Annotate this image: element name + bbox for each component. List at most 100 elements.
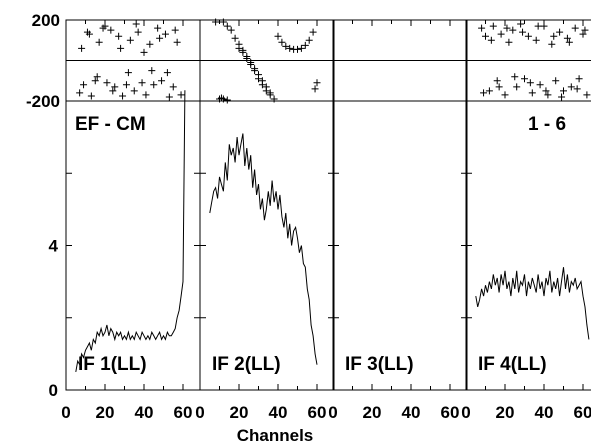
baseline-label: EF - CM bbox=[75, 114, 146, 135]
phase-point bbox=[511, 73, 519, 81]
phase-point bbox=[107, 26, 115, 34]
phase-point bbox=[548, 40, 556, 48]
phase-point bbox=[109, 87, 117, 95]
phase-point bbox=[91, 77, 99, 85]
phase-point bbox=[552, 77, 560, 85]
phase-point bbox=[223, 96, 231, 104]
phase-point bbox=[165, 93, 173, 101]
phase-point bbox=[130, 87, 138, 95]
amp-y-tick-label: 0 bbox=[49, 381, 58, 400]
phase-point bbox=[579, 30, 587, 38]
phase-point bbox=[177, 91, 185, 99]
phase-point bbox=[556, 28, 564, 36]
phase-point bbox=[163, 69, 171, 77]
source-label: 1 - 6 bbox=[528, 114, 566, 135]
x-tick-label: 20 bbox=[230, 403, 249, 422]
phase-point bbox=[251, 67, 259, 75]
phase-point bbox=[126, 36, 134, 44]
x-tick-label: 40 bbox=[269, 403, 288, 422]
phase-point bbox=[101, 22, 109, 30]
plot-frames bbox=[65, 19, 591, 391]
phase-point bbox=[513, 83, 521, 91]
phase-point bbox=[142, 91, 150, 99]
phase-point bbox=[124, 69, 132, 77]
phase-point bbox=[313, 79, 321, 87]
phase-point bbox=[146, 40, 154, 48]
amplitude-line bbox=[209, 133, 318, 365]
phase-point bbox=[489, 22, 497, 30]
phase-point bbox=[550, 32, 558, 40]
phase-point bbox=[119, 92, 127, 100]
phase-point bbox=[297, 44, 305, 52]
phase-point bbox=[122, 81, 130, 89]
phase-point bbox=[558, 93, 566, 101]
phase-point bbox=[311, 85, 319, 93]
phase-point bbox=[270, 95, 278, 103]
phase-point bbox=[103, 79, 111, 87]
phase-point bbox=[485, 87, 493, 95]
phase-point bbox=[171, 26, 179, 34]
phase-point bbox=[161, 30, 169, 38]
x-tick-label: 0 bbox=[61, 403, 70, 422]
panel-label: IF 3(LL) bbox=[345, 354, 414, 375]
phase-point bbox=[286, 44, 294, 52]
phase-point bbox=[227, 26, 235, 34]
x-tick-label: 0 bbox=[195, 403, 204, 422]
phase-point bbox=[480, 89, 488, 97]
amplitude-line bbox=[475, 267, 590, 340]
phase-point bbox=[497, 30, 505, 38]
x-tick-label: 20 bbox=[496, 403, 515, 422]
phase-point bbox=[517, 20, 525, 28]
x-tick-label: 60 bbox=[574, 403, 591, 422]
phase-point bbox=[509, 26, 517, 34]
x-tick-label: 60 bbox=[308, 403, 327, 422]
phase-point bbox=[528, 89, 536, 97]
phase-point bbox=[521, 75, 528, 83]
phase-point bbox=[95, 38, 103, 46]
phase-point bbox=[134, 28, 142, 36]
phase-point bbox=[258, 81, 266, 89]
phase-point bbox=[567, 83, 575, 91]
phase-point bbox=[526, 79, 534, 87]
phase-point bbox=[173, 38, 181, 46]
x-tick-label: 20 bbox=[363, 403, 382, 422]
phase-point bbox=[542, 87, 550, 95]
phase-point bbox=[563, 34, 571, 42]
phase-point bbox=[505, 38, 513, 46]
phase-point bbox=[115, 32, 123, 40]
phase-point bbox=[581, 26, 589, 34]
phase-point bbox=[278, 38, 286, 46]
x-tick-label: 20 bbox=[96, 403, 115, 422]
phase-point bbox=[243, 54, 251, 62]
phase-y-tick-label: 200 bbox=[32, 11, 60, 30]
data-series bbox=[75, 18, 591, 372]
phase-point bbox=[262, 87, 270, 95]
phase-point bbox=[266, 91, 274, 99]
x-tick-label: 40 bbox=[402, 403, 421, 422]
phase-point bbox=[501, 91, 509, 99]
panel-label: IF 1(LL) bbox=[78, 354, 147, 375]
phase-point bbox=[524, 32, 532, 40]
phase-point bbox=[519, 28, 527, 36]
x-tick-label: 60 bbox=[174, 403, 193, 422]
phase-point bbox=[76, 89, 84, 97]
phase-point bbox=[503, 24, 511, 32]
tick-marks bbox=[65, 20, 584, 390]
phase-point bbox=[540, 22, 548, 30]
phase-point bbox=[478, 24, 486, 32]
phase-point bbox=[80, 81, 88, 89]
phase-point bbox=[217, 94, 225, 102]
phase-point bbox=[154, 24, 162, 32]
phase-point bbox=[583, 91, 591, 99]
phase-point bbox=[231, 34, 239, 42]
phase-point bbox=[565, 38, 573, 46]
phase-point bbox=[282, 42, 290, 50]
phase-point bbox=[571, 24, 579, 32]
phase-point bbox=[156, 34, 164, 42]
phase-point bbox=[309, 28, 317, 36]
phase-point bbox=[560, 87, 567, 95]
panel-label: IF 2(LL) bbox=[212, 354, 281, 375]
phase-point bbox=[544, 91, 552, 99]
phase-point bbox=[140, 48, 148, 56]
